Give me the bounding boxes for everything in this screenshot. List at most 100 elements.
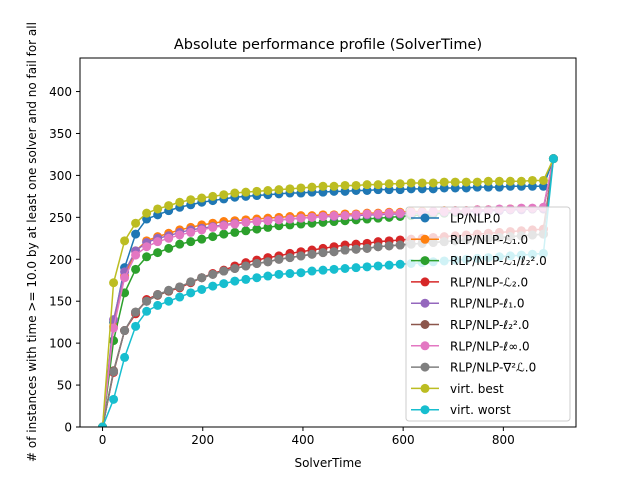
legend-box (405, 206, 571, 422)
data-point (230, 276, 240, 286)
legend-swatch-marker (420, 320, 430, 329)
data-point (186, 288, 196, 298)
data-point (252, 217, 262, 227)
data-point (296, 183, 306, 193)
data-point (164, 201, 174, 211)
data-point (252, 258, 262, 268)
data-point (230, 263, 240, 273)
data-point (274, 269, 284, 279)
data-point (373, 261, 383, 271)
data-point (263, 216, 273, 226)
data-point (340, 245, 350, 255)
legend-label: LP/NLP.0 (450, 212, 500, 226)
data-point (175, 282, 185, 292)
data-point (329, 181, 339, 191)
data-point (252, 224, 262, 234)
data-point (340, 180, 350, 190)
data-point (505, 176, 515, 186)
y-tick-label: 0 (64, 421, 72, 435)
data-point (263, 186, 273, 196)
data-point (153, 204, 163, 214)
data-point (329, 264, 339, 274)
data-point (208, 232, 218, 242)
legend-label: RLP/NLP-ℒ₁/ℓ₂².0 (450, 254, 547, 268)
data-point (318, 265, 328, 275)
data-point (109, 367, 119, 377)
x-axis-label: SolverTime (294, 456, 361, 470)
legend-swatch-marker (420, 234, 430, 244)
x-axis-ticks: 0 200 400 600 800 (99, 427, 515, 447)
data-point (164, 243, 174, 253)
data-point (406, 178, 416, 188)
data-point (527, 175, 537, 185)
data-point (142, 296, 152, 306)
data-point (197, 234, 207, 244)
data-point (241, 274, 251, 284)
data-point (263, 222, 273, 232)
data-point (428, 178, 438, 188)
data-point (362, 262, 372, 272)
data-point (120, 236, 130, 246)
data-point (483, 176, 493, 186)
data-point (285, 184, 295, 194)
data-point (395, 259, 405, 269)
x-tick-label: 800 (492, 433, 515, 447)
data-point (362, 180, 372, 190)
data-point (351, 244, 361, 254)
x-tick-label: 400 (291, 433, 314, 447)
data-point (274, 215, 284, 225)
legend-label: RLP/NLP-ℒ₁.0 (450, 233, 528, 247)
chart-title: Absolute performance profile (SolverTime… (174, 37, 482, 53)
data-point (351, 263, 361, 273)
y-tick-label: 200 (49, 253, 72, 267)
data-point (219, 221, 229, 231)
data-point (197, 284, 207, 294)
data-point (175, 230, 185, 240)
y-tick-label: 300 (49, 169, 72, 183)
plot-frame (79, 57, 577, 428)
data-point (274, 254, 284, 264)
data-point (548, 154, 558, 164)
y-axis-label: # of instances with time >= 10.0 by at l… (25, 22, 39, 462)
legend-label: RLP/NLP-ℓ₁.0 (450, 297, 524, 311)
data-point (318, 248, 328, 258)
data-point (197, 193, 207, 203)
data-point (131, 250, 141, 260)
data-point (164, 296, 174, 306)
legend-swatch-marker (420, 405, 430, 415)
data-point (318, 212, 328, 222)
data-point (395, 240, 405, 250)
data-point (516, 176, 526, 186)
data-point (153, 289, 163, 299)
data-point (219, 229, 229, 239)
legend: LP/NLP.0 RLP/NLP-ℒ₁.0 RLP/NLP-ℒ₁/ℓ₂².0 RLP/… (405, 206, 571, 422)
data-point (131, 264, 141, 274)
data-point (329, 247, 339, 257)
data-point (252, 186, 262, 196)
data-point (274, 185, 284, 195)
data-point (131, 321, 141, 331)
data-point (351, 210, 361, 220)
data-point (175, 292, 185, 302)
data-point (296, 213, 306, 223)
data-point (241, 226, 251, 236)
data-point (384, 241, 394, 251)
data-point (131, 218, 141, 228)
legend-swatch-marker (420, 341, 430, 351)
data-point (131, 307, 141, 317)
data-point (109, 394, 119, 404)
data-point (307, 266, 317, 276)
data-point (362, 243, 372, 253)
data-point (175, 239, 185, 249)
data-point (219, 266, 229, 276)
data-point (241, 217, 251, 227)
y-tick-label: 350 (49, 127, 72, 141)
data-point (186, 227, 196, 237)
data-point (307, 212, 317, 222)
data-point (384, 208, 394, 218)
legend-label: RLP/NLP-ℓ∞.0 (450, 339, 530, 353)
data-point (461, 177, 471, 187)
x-tick-label: 200 (191, 433, 214, 447)
data-point (340, 263, 350, 273)
